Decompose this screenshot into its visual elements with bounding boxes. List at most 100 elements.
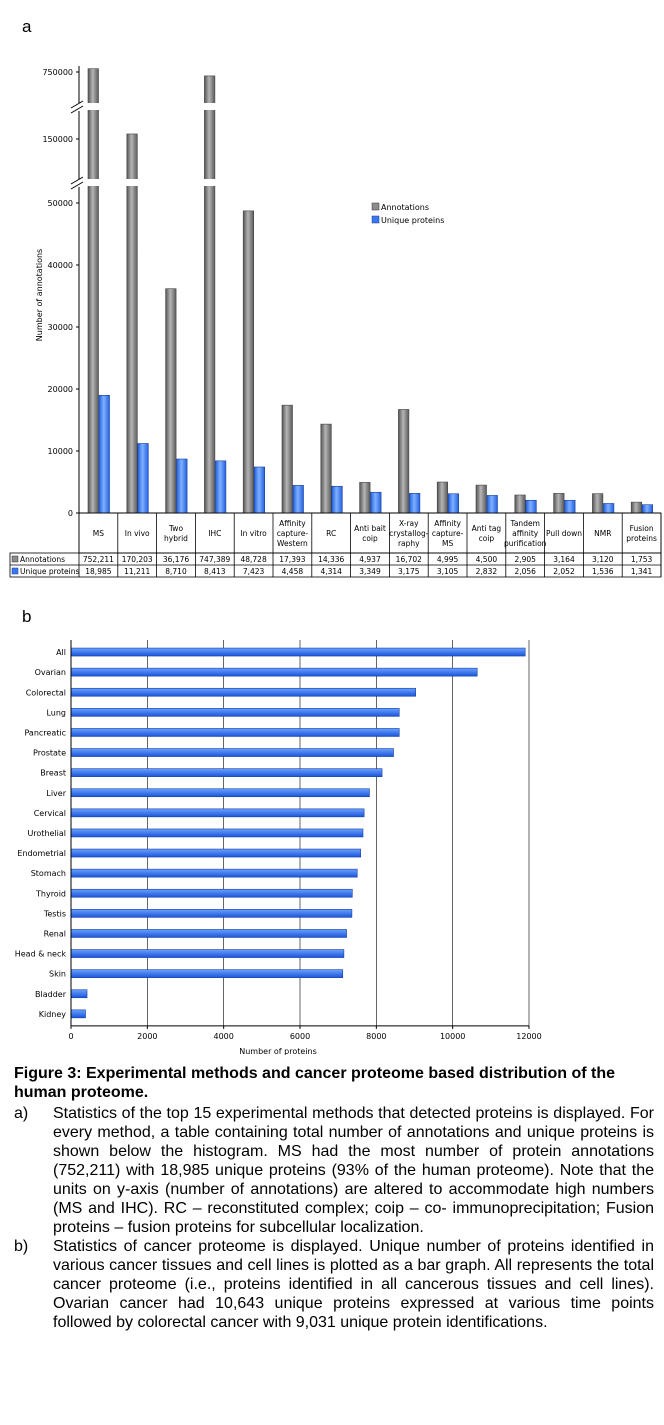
caption-title: Figure 3: Experimental methods and cance… [14,1065,615,1101]
bar-annotations [398,409,410,514]
bar-unique-proteins [447,493,460,514]
table-cell-unique-proteins: 1,536 [592,567,614,576]
category-label: Anti bait [354,524,386,533]
category-label: affinity [512,529,539,538]
bar-cancer-proteins [70,868,358,878]
x-tick-label: 2000 [137,1032,157,1041]
category-label: Urothelial [27,829,66,838]
table-cell-annotations: 752,211 [83,555,114,564]
caption-marker: b) [14,1238,29,1255]
bar-cancer-proteins [70,888,353,898]
y-tick-label: 0 [68,509,73,518]
category-label: Kidney [39,1010,67,1019]
table-cell-unique-proteins: 2,052 [553,567,575,576]
table-cell-annotations: 3,120 [592,555,614,564]
category-label: Stomach [31,869,66,878]
category-label: Bladder [35,990,67,999]
y-tick-label: 20000 [48,385,73,394]
caption-item-b: b) Statistics of cancer proteome is disp… [14,1237,654,1332]
category-label: RC [326,529,336,538]
table-cell-unique-proteins: 3,349 [359,567,381,576]
caption-text: Statistics of cancer proteome is display… [53,1238,654,1331]
break-mark-lower-gap [67,179,87,187]
break-mark-upper [70,105,84,114]
table-cell-annotations: 14,336 [318,555,344,564]
x-axis-title: Number of proteins [239,1047,317,1055]
table-cell-annotations: 170,203 [122,555,153,564]
table-cell-annotations: 1,753 [631,555,653,564]
bar-unique-proteins [253,466,265,514]
category-label: capture- [432,529,464,538]
category-label: IHC [208,529,221,538]
bar-cancer-proteins [70,728,400,737]
table-cell-unique-proteins: 4,458 [282,567,304,576]
x-tick-label: 6000 [290,1032,310,1041]
category-label: Affinity [279,519,306,528]
category-label: Cervical [34,809,66,818]
bar-cancer-proteins [70,909,353,918]
category-label: Thyroid [35,889,66,898]
table-cell-unique-proteins: 3,105 [437,567,459,576]
category-label: X-ray [399,519,419,528]
bar-unique-proteins [525,499,537,514]
y-tick-label: 40000 [48,261,73,270]
table-cell-unique-proteins: 3,175 [398,567,420,576]
table-cell-annotations: 17,393 [279,555,305,564]
bar-cancer-proteins [70,708,400,717]
bar-unique-proteins [564,499,576,514]
table-cell-annotations: 747,389 [199,555,230,564]
bar-annotations [242,210,254,514]
category-label: Head & neck [15,950,67,959]
bar-unique-proteins [370,491,382,514]
category-label: capture- [277,529,309,538]
bar-cancer-proteins [70,969,344,978]
bar-cancer-proteins [70,929,347,938]
bar-unique-proteins [486,495,498,514]
legend-swatch-unique-proteins [371,215,380,224]
bar-annotations [126,133,138,514]
bar-break-gap [125,179,139,186]
category-label: Affinity [434,519,461,528]
bar-break-gap [87,103,100,110]
bar-break-gap [125,103,139,110]
category-label: Tandem [510,519,540,528]
table-row-label-annotations: Annotations [20,555,65,564]
legend-label-annotations: Annotations [381,203,429,212]
figure-caption: Figure 3: Experimental methods and cance… [14,1064,654,1332]
table-cell-unique-proteins: 2,056 [514,567,536,576]
y-tick-label: 50000 [48,199,73,208]
panel-label-b: b [22,607,31,626]
caption-marker: a) [14,1105,29,1122]
bar-cancer-proteins [70,808,365,818]
category-label: NMR [594,529,611,538]
table-cell-annotations: 36,176 [163,555,189,564]
break-mark-lower [70,181,84,190]
legend-swatch-annotations [371,202,380,211]
y-tick-label: 30000 [48,323,73,332]
category-label: MS [442,539,453,548]
bar-annotations [514,494,526,514]
caption-text: Statistics of the top 15 experimental me… [53,1105,654,1236]
bar-annotations [320,423,332,514]
bar-unique-proteins [331,485,343,514]
table-cell-unique-proteins: 8,413 [204,567,226,576]
y-tick-label: 150000 [42,135,73,144]
category-label: Fusion [630,524,654,533]
x-tick-label: 0 [68,1032,73,1041]
bar-annotations [436,481,449,514]
bar-unique-proteins [176,458,188,514]
legend-label-unique-proteins: Unique proteins [381,216,444,225]
table-cell-annotations: 4,995 [437,555,459,564]
category-label: MS [93,529,104,538]
bar-annotations [553,493,565,514]
bar-annotations [204,75,216,514]
bar-unique-proteins [409,493,421,514]
bar-cancer-proteins [70,989,88,999]
bar-cancer-proteins [70,667,478,677]
table-cell-annotations: 48,728 [240,555,266,564]
category-label: Endometrial [17,849,66,858]
bar-unique-proteins [603,503,615,514]
y-tick-label: 750000 [42,68,73,77]
x-tick-label: 4000 [213,1032,233,1041]
bar-cancer-proteins [70,848,361,858]
